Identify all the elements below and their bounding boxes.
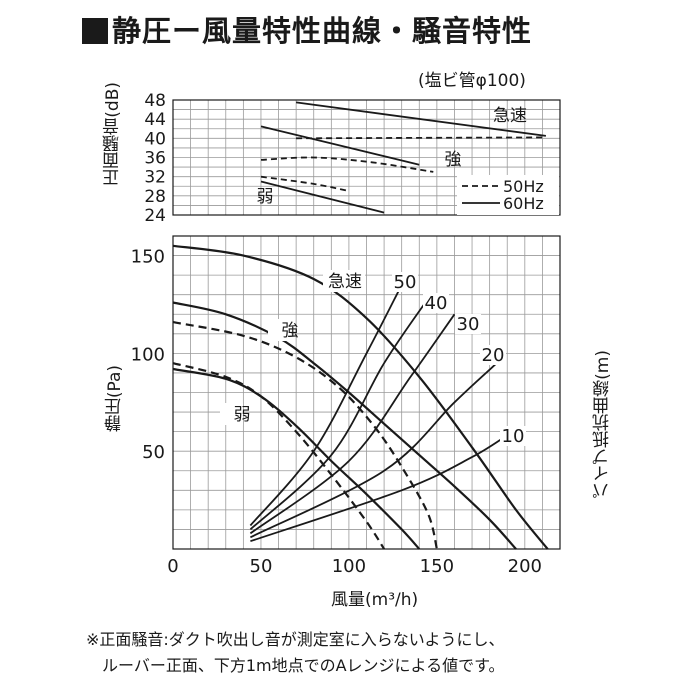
- pipe-label-bg: [500, 426, 526, 446]
- footnote-line-1: ※正面騒音:ダクト吹出し音が測定室に入らないようにし、: [86, 630, 505, 649]
- noise-y-tick-label: 36: [144, 149, 166, 169]
- pipe-note: (塩ビ管φ100): [418, 71, 526, 91]
- pressure-y-tick-label: 100: [131, 344, 165, 365]
- fan-curve-line: [172, 367, 421, 550]
- pipe-label-bg: [392, 272, 418, 292]
- title-text: 静圧ー風量特性曲線・騒音特性: [112, 14, 533, 48]
- pressure-y-tick-label: 50: [142, 442, 165, 463]
- footnote-line-2: ルーバー正面、下方1m地点でのAレンジによる値です。: [102, 656, 505, 675]
- pipe-label-bg: [480, 345, 506, 365]
- pipe-resistance-label: 10: [502, 426, 525, 447]
- pipe-resistance-label: 30: [457, 314, 480, 335]
- pipe-resistance-label: 20: [482, 345, 505, 366]
- pressure-plot-frame: [172, 235, 561, 550]
- footnote: ※正面騒音:ダクト吹出し音が測定室に入らないようにし、 ルーバー正面、下方1m地…: [86, 627, 504, 679]
- pipe-resistance-curve: [249, 284, 403, 527]
- airflow-x-tick-label: 0: [167, 556, 178, 577]
- airflow-x-axis-label: 風量(m³/h): [331, 590, 419, 610]
- title-square-icon: [82, 18, 108, 44]
- pipe-label-bg: [423, 293, 449, 313]
- fan-curve-line: [172, 321, 438, 550]
- pressure-mode-label: 急速: [328, 272, 362, 292]
- noise-series-line: [260, 125, 420, 166]
- pressure-mode-label: 弱: [234, 405, 251, 425]
- fan-curve-line: [172, 301, 517, 550]
- noise-plot-frame: [172, 99, 561, 216]
- noise-series-line: [296, 136, 546, 140]
- mode-label-bg: [220, 403, 243, 425]
- noise-series-line: [295, 101, 547, 137]
- legend-label: 60Hz: [503, 194, 544, 213]
- pipe-resistance-label: 50: [394, 272, 417, 293]
- mode-label-bg: [323, 270, 365, 292]
- legend-label: 50Hz: [503, 177, 544, 196]
- noise-y-tick-label: 28: [144, 187, 166, 207]
- pipe-resistance-curve: [249, 298, 429, 531]
- noise-series-line: [260, 175, 350, 192]
- pipe-label-bg: [455, 314, 481, 334]
- airflow-x-tick-label: 100: [332, 556, 366, 577]
- fan-curve-line: [172, 362, 386, 550]
- noise-y-tick-label: 44: [144, 110, 166, 130]
- noise-mode-label: 弱: [257, 187, 274, 207]
- noise-y-tick-label: 32: [144, 168, 166, 188]
- noise-mode-label: 強: [445, 150, 462, 170]
- noise-mode-label: 急速: [493, 106, 527, 126]
- noise-y-tick-label: 24: [144, 206, 166, 226]
- airflow-x-tick-label: 200: [508, 556, 542, 577]
- legend-box: [457, 175, 559, 215]
- noise-y-tick-label: 40: [144, 129, 166, 149]
- pipe-resistance-curve: [249, 313, 456, 535]
- airflow-x-tick-label: 150: [420, 556, 454, 577]
- pressure-y-tick-label: 150: [131, 247, 165, 268]
- mode-label-bg: [268, 319, 291, 341]
- noise-series-line: [260, 180, 385, 214]
- chart-title: 静圧ー風量特性曲線・騒音特性: [82, 8, 532, 50]
- pressure-mode-label: 強: [282, 321, 299, 341]
- airflow-x-tick-label: 50: [250, 556, 273, 577]
- pipe-resistance-label: 40: [425, 293, 448, 314]
- fan-curve-line: [172, 244, 549, 550]
- pipe-resistance-curve: [249, 362, 498, 539]
- noise-y-tick-label: 48: [144, 91, 166, 111]
- pipe-resistance-curve: [250, 430, 513, 543]
- noise-series-line: [260, 156, 434, 173]
